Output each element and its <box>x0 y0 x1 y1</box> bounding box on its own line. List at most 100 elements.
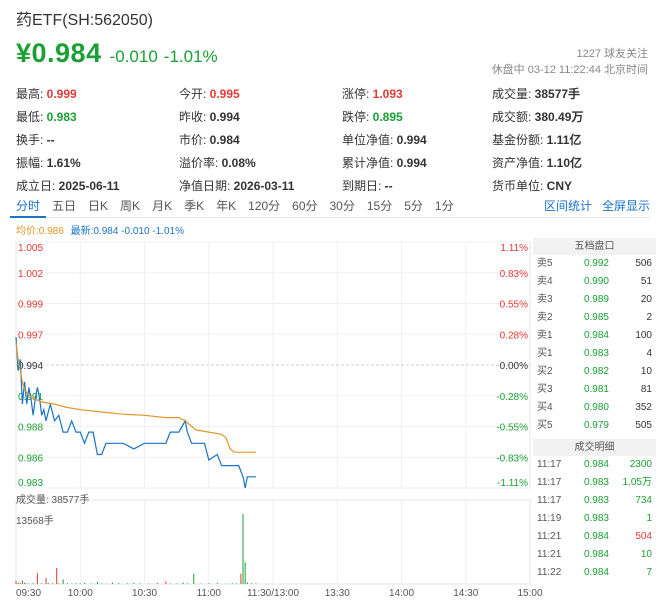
order-volume: 505 <box>635 420 652 431</box>
trade-row[interactable]: 11:22 0.984 7 <box>533 564 656 582</box>
order-side: 买2 <box>537 366 553 377</box>
stat-cell: 昨收: 0.994 <box>179 108 342 125</box>
stat-cell: 资产净值: 1.10亿 <box>492 154 642 171</box>
trade-row[interactable]: 11:21 0.984 504 <box>533 528 656 546</box>
tab-8[interactable]: 60分 <box>292 198 318 213</box>
stat-value: 0.994 <box>393 133 427 147</box>
x-tick-label: 14:00 <box>389 588 414 599</box>
period-tabs: 分时 五日 日K 周K 月K 季K 年K 120分 60分 30分 15分 5分 1分 区间统计 全屏显… <box>10 196 650 218</box>
range-stats-link[interactable]: 区间统计 <box>543 199 592 213</box>
price-line <box>15 336 256 489</box>
order-price: 0.981 <box>583 384 609 395</box>
trade-row[interactable]: 11:19 0.983 1 <box>533 510 656 528</box>
intraday-chart[interactable]: 1.005 1.11% 1.002 0.83% 0.999 0.55% 0.997 0.28%… <box>0 232 656 613</box>
stat-cell: 换手: -- <box>16 131 179 148</box>
stat-value: -- <box>381 179 393 193</box>
order-volume: 2 <box>646 312 652 323</box>
y-tick-pct-label: 0.55% <box>500 300 528 311</box>
tab-3[interactable]: 周K <box>120 198 141 213</box>
tab-0[interactable]: 分时 <box>10 196 47 218</box>
stats-row: 最高: 0.999 今开: 0.995 涨停: 1.093 成交量: 38577手 <box>16 82 646 105</box>
legend-avg: 均价:0.986 <box>16 226 64 237</box>
order-book-row[interactable]: 卖3 0.989 20 <box>533 291 656 309</box>
order-book-row[interactable]: 买4 0.980 352 <box>533 399 656 417</box>
trade-price: 0.984 <box>583 459 609 470</box>
tab-11[interactable]: 5分 <box>404 198 423 213</box>
stat-cell: 净值日期: 2026-03-11 <box>179 177 342 194</box>
order-book-row[interactable]: 买3 0.981 81 <box>533 381 656 399</box>
tab-4[interactable]: 月K <box>152 198 173 213</box>
tab-1[interactable]: 五日 <box>52 198 77 213</box>
stat-label: 成立日: <box>16 179 56 193</box>
trade-row[interactable]: 11:17 0.983 734 <box>533 492 656 510</box>
y-tick-pct-label: 0.00% <box>500 361 528 372</box>
order-price: 0.984 <box>583 330 609 341</box>
trade-row[interactable]: 11:17 0.983 1.05万 <box>533 474 656 492</box>
stat-cell: 成交量: 38577手 <box>492 85 642 102</box>
stats-row: 成立日: 2025-06-11 净值日期: 2026-03-11 到期日: -- 货币… <box>16 174 646 197</box>
trade-volume: 504 <box>635 531 652 542</box>
stat-label: 成交量: <box>492 87 532 101</box>
stat-label: 昨收: <box>179 110 207 124</box>
order-side: 卖5 <box>537 258 553 269</box>
stats-grid: 最高: 0.999 今开: 0.995 涨停: 1.093 成交量: 38577手 最低… <box>16 82 646 197</box>
trade-price: 0.984 <box>583 549 609 560</box>
tab-9[interactable]: 30分 <box>329 198 355 213</box>
trade-volume: 1.05万 <box>622 477 652 488</box>
trade-row[interactable]: 11:17 0.984 2300 <box>533 456 656 474</box>
y-tick-label: 0.986 <box>18 453 43 464</box>
order-book-row[interactable]: 卖5 0.992 506 <box>533 255 656 273</box>
trade-time: 11:21 <box>537 549 562 560</box>
y-tick-label: 0.988 <box>18 423 43 434</box>
order-price: 0.982 <box>583 366 609 377</box>
tab-7[interactable]: 120分 <box>248 198 281 213</box>
trade-volume: 734 <box>635 495 652 506</box>
order-price: 0.979 <box>583 420 609 431</box>
order-book-row[interactable]: 买2 0.982 10 <box>533 363 656 381</box>
x-tick-label: 10:00 <box>68 588 93 599</box>
stat-cell: 市价: 0.984 <box>179 131 342 148</box>
stat-value: CNY <box>543 179 573 193</box>
legend-latest: 最新:0.984 -0.010 -1.01% <box>70 226 184 237</box>
stat-cell: 最高: 0.999 <box>16 85 179 102</box>
order-price: 0.992 <box>583 258 609 269</box>
order-book-row[interactable]: 买1 0.983 4 <box>533 345 656 363</box>
order-book-row[interactable]: 卖4 0.990 51 <box>533 273 656 291</box>
trade-volume: 7 <box>646 567 652 578</box>
stat-label: 跌停: <box>342 110 370 124</box>
stats-row: 换手: -- 市价: 0.984 单位净值: 0.994 基金份额: 1.11亿 <box>16 128 646 151</box>
stat-label: 净值日期: <box>179 179 231 193</box>
y-tick-pct-label: 0.28% <box>500 330 528 341</box>
order-book-row[interactable]: 买5 0.979 505 <box>533 417 656 435</box>
avg-price-line <box>15 342 256 453</box>
followers-count[interactable]: 1227 球友关注 <box>576 48 648 60</box>
order-book-row[interactable]: 卖1 0.984 100 <box>533 327 656 345</box>
order-side: 卖4 <box>537 276 553 287</box>
order-price: 0.980 <box>583 402 609 413</box>
tab-10[interactable]: 15分 <box>366 198 393 213</box>
stat-label: 基金份额: <box>492 133 544 147</box>
order-price: 0.990 <box>583 276 609 287</box>
trade-price: 0.983 <box>583 477 609 488</box>
stat-value: 0.08% <box>218 156 256 170</box>
stat-cell: 成立日: 2025-06-11 <box>16 177 179 194</box>
fullscreen-link[interactable]: 全屏显示 <box>601 199 650 213</box>
x-tick-label: 13:30 <box>325 588 350 599</box>
stat-value: 38577手 <box>531 87 581 101</box>
volume-max: 13568手 <box>16 516 54 527</box>
stat-value: 1.10亿 <box>543 156 583 170</box>
tab-12[interactable]: 1分 <box>434 198 454 213</box>
y-tick-label: 0.983 <box>18 478 43 489</box>
order-book-row[interactable]: 卖2 0.985 2 <box>533 309 656 327</box>
stat-cell: 今开: 0.995 <box>179 85 342 102</box>
y-tick-pct-label: 0.83% <box>500 269 528 280</box>
stat-cell: 货币单位: CNY <box>492 177 642 194</box>
trade-row[interactable]: 11:21 0.984 10 <box>533 546 656 564</box>
tab-5[interactable]: 季K <box>184 198 205 213</box>
order-book-title: 五档盘口 <box>533 238 656 255</box>
order-side: 卖1 <box>537 330 553 341</box>
tab-6[interactable]: 年K <box>216 198 237 213</box>
tab-2[interactable]: 日K <box>88 198 109 213</box>
y-tick-label: 0.994 <box>18 361 43 372</box>
trade-time: 11:17 <box>537 459 562 470</box>
